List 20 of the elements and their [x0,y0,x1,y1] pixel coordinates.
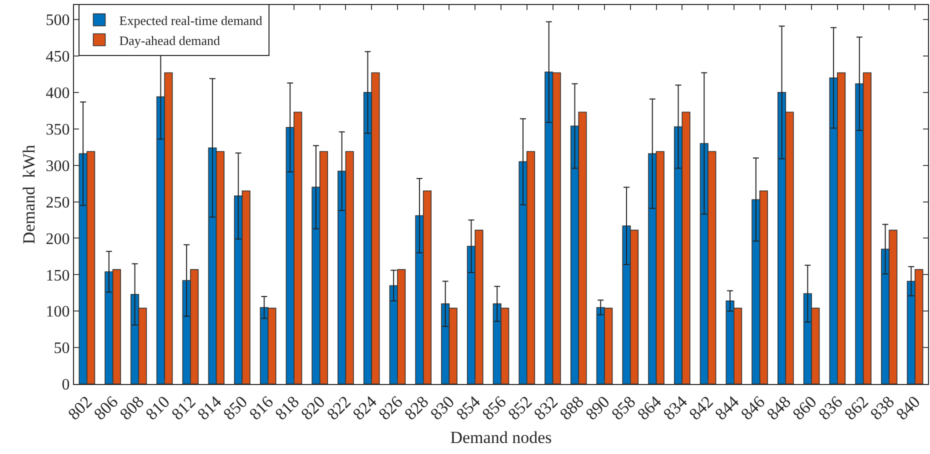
y-tick-label: 350 [46,122,70,138]
x-tick-label: 852 [504,392,536,424]
y-tick-label: 150 [46,267,70,284]
x-tick-label: 846 [737,392,769,424]
y-axis-title: Demand kWh [19,144,38,244]
y-tick-label: 0 [62,376,70,394]
y-tick-label: 400 [46,85,70,102]
x-tick-label: 840 [892,392,924,424]
legend-label: Day-ahead demand [119,32,220,48]
y-tick-label: 500 [46,12,70,30]
y-tick-label: 50 [54,340,70,358]
y-tick-label: 300 [46,158,70,175]
x-tick-label: 812 [168,392,200,424]
x-tick-label: 802 [64,392,96,424]
legend-label: Expected real-time demand [119,12,263,28]
y-tick-label: 250 [46,194,70,212]
y-tick-label: 200 [46,230,70,248]
y-tick-label: 450 [46,48,70,66]
x-axis-title: Demand nodes [450,428,552,448]
y-tick-label: 100 [46,304,70,321]
